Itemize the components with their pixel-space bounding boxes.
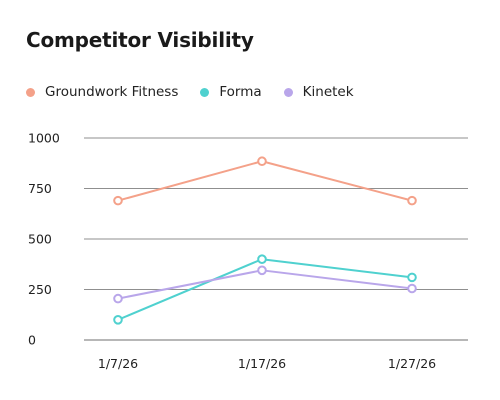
legend-swatch-groundwork-fitness: [26, 87, 35, 97]
legend-swatch-kinetek: [283, 87, 293, 97]
legend-label-groundwork-fitness: Groundwork Fitness: [45, 84, 179, 100]
y-tick-label: 250: [28, 282, 52, 297]
y-tick-label: 750: [28, 181, 52, 196]
x-tick-label: 1/7/26: [98, 356, 138, 371]
data-point-groundwork-fitness-1: [257, 156, 267, 167]
legend-item-groundwork-fitness[interactable]: Groundwork Fitness: [26, 84, 178, 100]
legend-label-kinetek: Kinetek: [302, 84, 354, 100]
data-point-groundwork-fitness-0: [113, 195, 123, 206]
y-tick-label: 1000: [28, 131, 60, 146]
legend-label-forma: Forma: [219, 84, 262, 100]
series-line-kinetek: [117, 269, 413, 300]
data-point-forma-2: [407, 272, 417, 283]
x-tick-label: 1/17/26: [238, 356, 286, 371]
legend-item-kinetek[interactable]: Kinetek: [283, 84, 354, 100]
data-point-kinetek-2: [407, 283, 417, 294]
data-point-kinetek-1: [257, 265, 267, 276]
chart-title: Competitor Visibility: [26, 28, 254, 52]
chart-legend: Groundwork Fitness Forma Kinetek: [26, 84, 376, 100]
legend-swatch-forma: [200, 87, 210, 97]
series-line-groundwork-fitness: [117, 160, 413, 202]
legend-item-forma[interactable]: Forma: [200, 84, 262, 100]
y-tick-label: 500: [28, 232, 52, 247]
y-tick-label: 0: [28, 333, 36, 348]
data-point-kinetek-0: [113, 293, 123, 304]
data-point-forma-1: [257, 254, 267, 265]
x-tick-label: 1/27/26: [388, 356, 436, 371]
data-point-groundwork-fitness-2: [407, 195, 417, 206]
data-point-forma-0: [113, 315, 123, 325]
